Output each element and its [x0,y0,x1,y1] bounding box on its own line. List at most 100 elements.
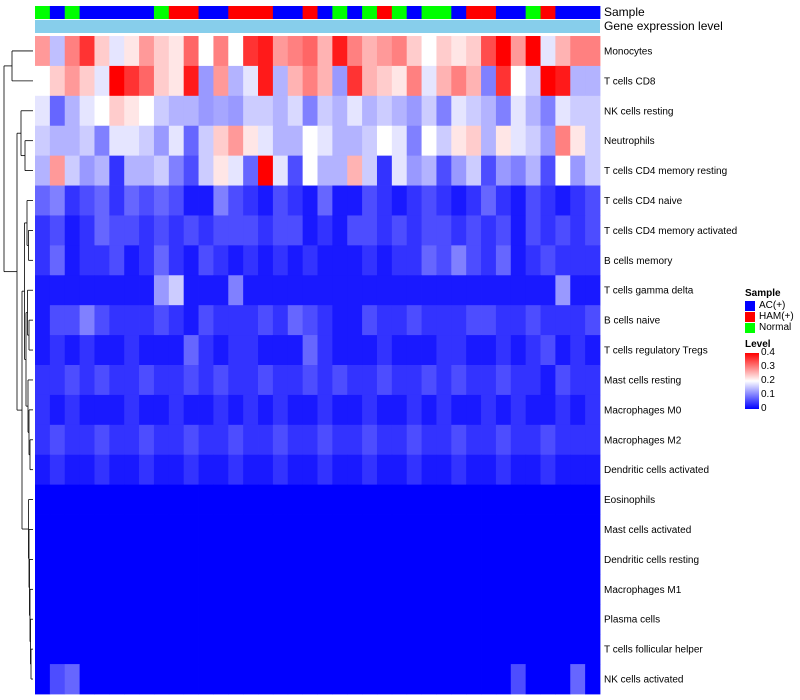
heatmap-cell [243,36,259,67]
heatmap-cell [466,514,482,545]
heatmap-cell [183,365,199,396]
heatmap-cell [258,215,274,246]
heatmap-cell [228,95,244,127]
heatmap-cell [570,36,586,67]
heatmap-cell [79,454,95,486]
heatmap-cell [317,514,333,545]
heatmap-cell [243,245,259,276]
heatmap-cell [109,484,125,515]
sample-annotation-cell [124,6,140,19]
heatmap-cell [183,574,199,605]
heatmap-cell [570,65,586,97]
heatmap-cell [406,245,422,276]
heatmap-cell [362,514,378,545]
heatmap-cell [510,604,527,635]
heatmap-cell [302,514,318,545]
heatmap-cell [421,424,437,456]
sample-annotation-cell [570,6,586,19]
heatmap-cell [540,574,556,605]
heatmap-cell [109,185,125,216]
heatmap-cell [362,484,378,515]
heatmap-cell [540,275,556,306]
heatmap-cell [391,544,408,575]
heatmap-cell [79,275,95,306]
heatmap-cell [183,95,199,127]
heatmap-cell [362,125,378,157]
heatmap-cell [302,365,318,396]
heatmap-cell [466,36,482,67]
heatmap-cell [64,155,81,186]
heatmap-cell [585,36,601,67]
heatmap-cell [183,664,199,695]
heatmap-cell [555,245,571,276]
heatmap-cell [139,664,155,695]
heatmap-cell [183,454,199,486]
heatmap-cell [466,275,482,306]
heatmap-cell [168,514,185,545]
heatmap-cell [139,484,155,515]
heatmap-cell [153,36,170,67]
sample-annotation-cell [302,6,318,19]
heatmap-cell [451,604,467,635]
heatmap-cell [466,394,482,426]
sample-annotation-cell [109,6,125,19]
heatmap-cell [243,424,259,456]
heatmap-cell [243,454,259,486]
heatmap-cell [168,245,185,276]
heatmap-cell [332,155,348,186]
heatmap-cell [258,305,274,336]
heatmap-cell [466,664,482,695]
heatmap-cell [124,65,140,97]
heatmap-cell [35,634,51,665]
heatmap-cell [555,305,571,336]
heatmap-cell [302,544,318,575]
heatmap-cells [35,36,601,695]
heatmap-cell [198,245,214,276]
heatmap-cell [347,245,363,276]
heatmap-cell [451,275,467,306]
heatmap-cell [481,155,497,186]
heatmap-cell [555,365,571,396]
heatmap-cell [332,305,348,336]
heatmap-cell [109,36,125,67]
heatmap-cell [525,36,541,67]
heatmap-cell [570,634,586,665]
heatmap-cell [391,484,408,515]
sample-annotation-cell [213,6,229,19]
heatmap-cell [109,514,125,545]
heatmap-cell [406,454,422,486]
sample-annotation-cell [287,6,304,19]
heatmap-cell [153,424,170,456]
heatmap-cell [168,634,185,665]
heatmap-cell [272,245,289,276]
heatmap-cell [406,95,422,127]
heatmap-cell [391,275,408,306]
heatmap-cell [317,245,333,276]
heatmap-cell [421,305,437,336]
sample-annotation-cell [228,6,244,19]
heatmap-cell [228,544,244,575]
heatmap-cell [272,544,289,575]
heatmap-cell [362,544,378,575]
heatmap-cell [49,664,66,695]
heatmap-cell [510,634,527,665]
sample-annotation-cell [139,6,155,19]
heatmap-cell [139,454,155,486]
row-label: Plasma cells [604,615,660,626]
row-label: T cells CD4 naive [604,196,683,207]
heatmap-cell [347,365,363,396]
legend-swatch-ham [745,311,755,322]
heatmap-cell [495,544,512,575]
heatmap-cell [585,514,601,545]
heatmap-cell [64,394,81,426]
heatmap-cell [376,544,393,575]
heatmap-cell [481,544,497,575]
heatmap-cell [391,215,408,246]
heatmap-cell [585,574,601,605]
heatmap-cell [272,36,289,67]
heatmap-cell [406,215,422,246]
heatmap-cell [183,65,199,97]
heatmap-cell [362,454,378,486]
heatmap-cell [347,155,363,186]
heatmap-cell [555,215,571,246]
